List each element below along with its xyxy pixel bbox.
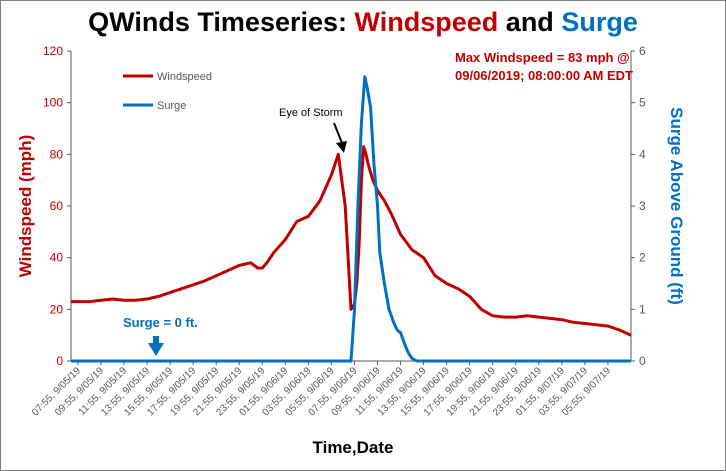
legend-windspeed-label: Windspeed <box>157 71 212 83</box>
title-part-0: QWinds Timeseries: <box>88 7 354 37</box>
eye-of-storm-arrow <box>333 122 347 153</box>
left-axis-label: Windspeed (mph) <box>16 135 35 277</box>
title-part-1: Windspeed <box>355 7 499 37</box>
surge-zero-annotation: Surge = 0 ft. <box>123 315 198 330</box>
left-tick-label: 40 <box>50 251 64 265</box>
title-part-2: and <box>498 7 561 37</box>
legend-surge-label: Surge <box>157 100 186 112</box>
right-tick-label: 4 <box>639 147 646 161</box>
right-axis-ticks: 0 1 2 3 4 5 6 <box>631 44 646 368</box>
chart-title: QWinds Timeseries: Windspeed and Surge <box>88 7 638 37</box>
right-axis-label: Surge Above Ground (ft) <box>667 107 686 305</box>
max-windspeed-annotation-line2: 09/06/2019; 08:00:00 AM EDT <box>455 68 633 83</box>
left-tick-label: 120 <box>43 44 63 58</box>
right-tick-label: 0 <box>639 354 646 368</box>
left-tick-label: 80 <box>50 147 64 161</box>
left-tick-label: 0 <box>56 354 63 368</box>
left-tick-label: 100 <box>43 96 63 110</box>
max-windspeed-annotation-line1: Max Windspeed = 83 mph @ <box>455 50 630 65</box>
right-tick-label: 3 <box>639 199 646 213</box>
title-part-3: Surge <box>561 7 638 37</box>
eye-of-storm-annotation: Eye of Storm <box>279 107 343 119</box>
left-axis-ticks: 0 20 40 60 80 100 120 <box>43 44 71 368</box>
x-axis-label: Time,Date <box>313 438 394 457</box>
right-tick-label: 1 <box>639 302 646 316</box>
right-tick-label: 5 <box>639 96 646 110</box>
surge-series-line <box>71 75 631 363</box>
legend: Windspeed Surge <box>123 71 212 112</box>
windspeed-series-line <box>71 145 632 337</box>
left-tick-label: 60 <box>50 199 64 213</box>
surge-zero-arrow <box>148 336 164 356</box>
right-tick-label: 6 <box>639 44 646 58</box>
right-tick-label: 2 <box>639 251 646 265</box>
left-tick-label: 20 <box>50 302 64 316</box>
